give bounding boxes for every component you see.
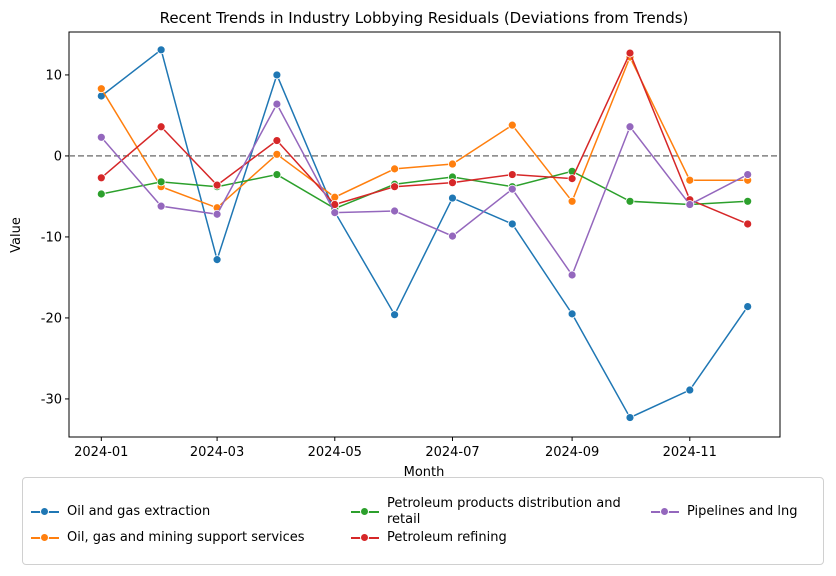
x-tick-label: 2024-11 <box>663 445 717 460</box>
data-point <box>448 193 457 203</box>
data-point <box>567 309 577 319</box>
data-point <box>507 170 517 179</box>
data-point <box>156 201 166 211</box>
legend-label: Petroleum products distribution and reta… <box>387 496 621 527</box>
data-point <box>567 270 577 280</box>
x-tick-label: 2024-07 <box>425 445 479 460</box>
series-line <box>100 51 748 225</box>
x-tick-label: 2024-03 <box>190 445 244 460</box>
data-point <box>743 196 753 206</box>
legend-swatch <box>31 506 59 518</box>
data-point <box>272 136 282 145</box>
data-point <box>625 48 635 58</box>
data-point <box>507 120 517 130</box>
legend-entry: Petroleum refining <box>351 530 651 546</box>
data-point <box>390 182 399 192</box>
legend-swatch <box>31 532 59 544</box>
legend-label: Oil and gas extraction <box>67 504 211 519</box>
data-point <box>743 170 753 179</box>
series-line <box>101 170 748 210</box>
data-point <box>685 175 695 185</box>
data-point <box>212 255 222 265</box>
data-point <box>567 174 577 184</box>
data-point <box>567 196 577 206</box>
legend-label: Pipelines and lng <box>687 504 798 519</box>
data-point <box>743 219 753 229</box>
data-point <box>212 209 222 219</box>
legend-swatch <box>351 532 379 544</box>
legend-label: Petroleum refining <box>387 530 507 545</box>
data-point <box>685 200 695 209</box>
data-point <box>96 132 106 142</box>
series-line <box>100 48 749 419</box>
legend-swatch <box>651 506 679 518</box>
plot-frame <box>68 31 781 438</box>
data-point <box>390 310 399 320</box>
data-point <box>448 178 457 188</box>
x-tick-label: 2024-09 <box>545 445 599 460</box>
data-point <box>448 231 457 241</box>
x-tick-label: 2024-05 <box>308 445 362 460</box>
data-point <box>96 173 106 183</box>
legend-entry: Oil, gas and mining support services <box>31 530 351 546</box>
data-point <box>156 45 166 55</box>
x-axis-label: Month <box>404 465 445 480</box>
data-point <box>448 159 457 169</box>
legend-entry: Petroleum products distribution and reta… <box>351 496 651 528</box>
data-point <box>272 149 282 159</box>
data-point <box>625 413 635 422</box>
data-point <box>330 192 340 202</box>
data-point <box>96 189 106 199</box>
x-tick-label: 2024-01 <box>74 445 128 460</box>
data-point <box>96 84 106 94</box>
chart-title: Recent Trends in Industry Lobbying Resid… <box>160 9 689 27</box>
data-point <box>685 385 695 395</box>
data-point <box>156 122 166 132</box>
y-tick-label: 0 <box>54 149 62 164</box>
series-line <box>100 102 749 277</box>
data-point <box>743 302 753 311</box>
y-tick-label: -10 <box>41 230 62 245</box>
y-tick-label: 10 <box>45 68 62 83</box>
legend-swatch <box>351 506 379 518</box>
data-point <box>390 206 399 216</box>
data-point <box>156 177 166 187</box>
legend: Oil and gas extraction Oil, gas and minin… <box>22 477 824 565</box>
data-point <box>390 164 399 174</box>
y-axis-label: Value <box>9 217 24 253</box>
data-point <box>330 208 340 218</box>
data-point <box>272 170 282 179</box>
data-point <box>507 184 517 194</box>
legend-label: Oil, gas and mining support services <box>67 530 305 545</box>
data-point <box>625 196 635 206</box>
data-point <box>507 219 517 229</box>
y-tick-label: -30 <box>41 392 62 407</box>
data-point <box>212 180 222 190</box>
y-tick-label: -20 <box>41 311 62 326</box>
legend-entry: Pipelines and lng <box>651 496 811 528</box>
data-point <box>272 70 282 80</box>
data-point <box>272 99 282 109</box>
data-point <box>625 122 635 132</box>
legend-entry: Oil and gas extraction <box>31 496 351 528</box>
